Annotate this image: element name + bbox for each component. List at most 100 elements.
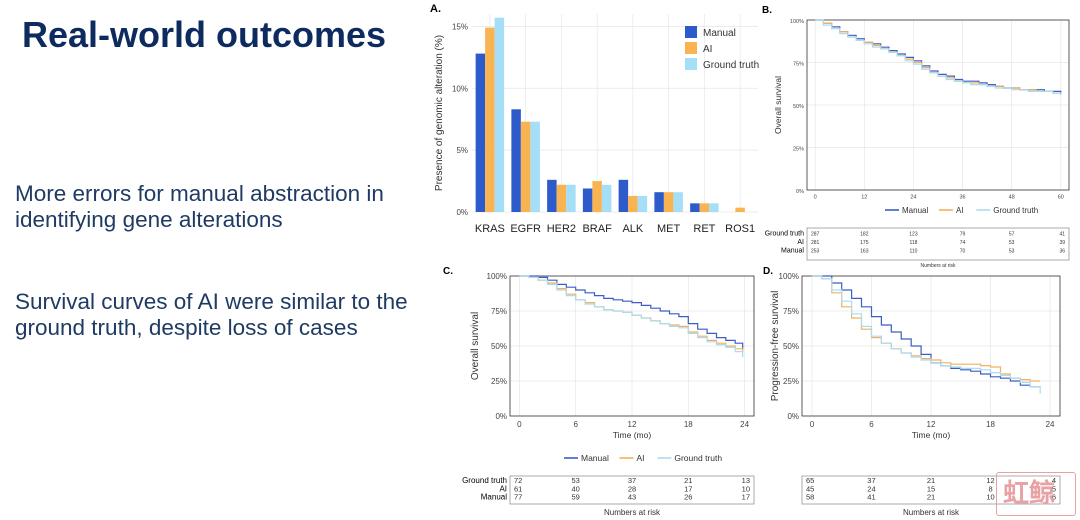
x-tick-label: 36 xyxy=(960,195,966,201)
bar-ai xyxy=(556,184,567,212)
risk-row-label: AI xyxy=(499,484,507,493)
y-tick-label: 50% xyxy=(793,104,804,110)
x-tick-label: BRAF xyxy=(582,223,612,235)
bar-ground-truth xyxy=(566,184,576,212)
legend-label: AI xyxy=(637,453,645,463)
risk-value: 281 xyxy=(811,240,820,246)
risk-table-box xyxy=(801,475,1061,505)
bar-ai xyxy=(699,203,710,212)
x-tick-label: KRAS xyxy=(475,223,505,235)
x-tick-label: RET xyxy=(693,223,715,235)
panel-label: A. xyxy=(430,3,441,15)
risk-value: 15 xyxy=(927,484,935,493)
legend-label: Ground truth xyxy=(674,453,722,463)
chart-a-genomic-alterations: A. 0% 5% 10% 15% KRAS EGFR HER2 BRAF ALK MET RET ROS… xyxy=(430,3,759,235)
legend-label: Manual xyxy=(703,28,736,39)
risk-value: 10 xyxy=(742,484,750,493)
y-tick-label: 0% xyxy=(787,412,799,421)
bar-ai xyxy=(628,195,638,212)
risk-value: 61 xyxy=(514,484,522,493)
risk-value: 24 xyxy=(867,484,875,493)
risk-table-title: Numbers at risk xyxy=(604,508,661,517)
x-tick-label: 0 xyxy=(814,195,817,201)
risk-value: 253 xyxy=(811,249,820,255)
risk-value: 182 xyxy=(860,232,869,238)
bar-manual xyxy=(618,179,629,212)
risk-value: 45 xyxy=(806,484,814,493)
x-tick-label: MET xyxy=(657,223,681,235)
risk-value: 37 xyxy=(867,476,875,485)
y-axis-title: Progression-free survival xyxy=(770,291,781,402)
risk-value: 79 xyxy=(960,232,966,238)
x-tick-label: 24 xyxy=(910,195,916,201)
y-tick-label: 75% xyxy=(783,307,799,316)
legend-label: AI xyxy=(703,44,712,55)
panel-label: C. xyxy=(443,266,453,277)
y-tick-label: 25% xyxy=(491,377,507,386)
bar-ground-truth xyxy=(709,203,719,212)
watermark-text: 虹鲸 xyxy=(1003,479,1056,509)
x-tick-label: 48 xyxy=(1009,195,1015,201)
risk-row-label: Ground truth xyxy=(462,476,507,485)
x-tick-label: 24 xyxy=(740,420,749,429)
risk-value: 175 xyxy=(860,240,869,246)
y-tick-label: 50% xyxy=(491,342,507,351)
risk-value: 26 xyxy=(684,493,692,502)
x-tick-label: 24 xyxy=(1046,420,1055,429)
y-tick-label: 75% xyxy=(491,307,507,316)
curve-ground-truth xyxy=(811,275,1041,394)
bar-ground-truth xyxy=(673,192,683,212)
risk-table-box xyxy=(806,227,1070,261)
x-tick-label: ALK xyxy=(622,223,643,235)
x-tick-label: 12 xyxy=(628,420,637,429)
bar-ground-truth xyxy=(494,17,505,213)
risk-value: 37 xyxy=(628,476,636,485)
risk-value: 41 xyxy=(1059,232,1065,238)
risk-table-title: Numbers at risk xyxy=(903,508,960,517)
risk-value: 36 xyxy=(1059,249,1065,255)
risk-value: 21 xyxy=(927,476,935,485)
watermark-logo: 虹鲸 xyxy=(996,472,1076,516)
risk-row-label: AI xyxy=(797,239,804,246)
chart-c-overall-survival: C. 0% 25% 50% 75% 100% 0 6 12 18 24 Time (mo) Overal… xyxy=(443,266,755,517)
bar-ai xyxy=(663,192,674,212)
bar-ground-truth xyxy=(601,184,612,212)
risk-value: 40 xyxy=(572,484,580,493)
y-tick-label: 5% xyxy=(456,146,468,155)
risk-value: 57 xyxy=(1009,232,1015,238)
x-tick-label: ROS1 xyxy=(725,223,755,235)
plot-border xyxy=(806,19,1070,191)
legend-label: Manual xyxy=(902,206,928,215)
y-tick-label: 100% xyxy=(790,19,804,25)
risk-value: 118 xyxy=(909,240,917,246)
risk-value: 53 xyxy=(572,476,580,485)
x-tick-label: 6 xyxy=(869,420,874,429)
bar-ai xyxy=(485,27,495,212)
x-tick-label: 0 xyxy=(810,420,815,429)
x-tick-label: 60 xyxy=(1058,195,1064,201)
chart-b-overall-survival: B. 0% 25% 50% 75% 100% 0 12 24 36 48 60 Overall surv… xyxy=(762,5,1070,269)
legend-label: AI xyxy=(956,206,964,215)
risk-value: 43 xyxy=(628,493,636,502)
risk-row-label: Manual xyxy=(481,493,507,502)
risk-value: 13 xyxy=(742,476,750,485)
bullet-survival-similar: Survival curves of AI were similar to th… xyxy=(15,289,408,340)
risk-row-label: Manual xyxy=(781,248,804,255)
risk-value: 10 xyxy=(986,493,994,502)
risk-value: 72 xyxy=(514,476,522,485)
risk-value: 65 xyxy=(806,476,814,485)
x-axis-title: Time (mo) xyxy=(613,430,652,440)
risk-value: 163 xyxy=(860,249,869,255)
plot-border xyxy=(801,275,1061,417)
y-tick-label: 100% xyxy=(487,272,507,281)
risk-value: 59 xyxy=(572,493,580,502)
bar-manual xyxy=(547,179,557,212)
bar-manual xyxy=(690,203,700,212)
bar-manual xyxy=(582,188,593,212)
x-tick-label: 12 xyxy=(927,420,936,429)
bar-ai xyxy=(735,207,745,212)
slide-title: Real-world outcomes xyxy=(22,14,387,55)
risk-value: 77 xyxy=(514,493,522,502)
legend-swatch xyxy=(685,26,697,38)
bar-ground-truth xyxy=(530,121,540,212)
